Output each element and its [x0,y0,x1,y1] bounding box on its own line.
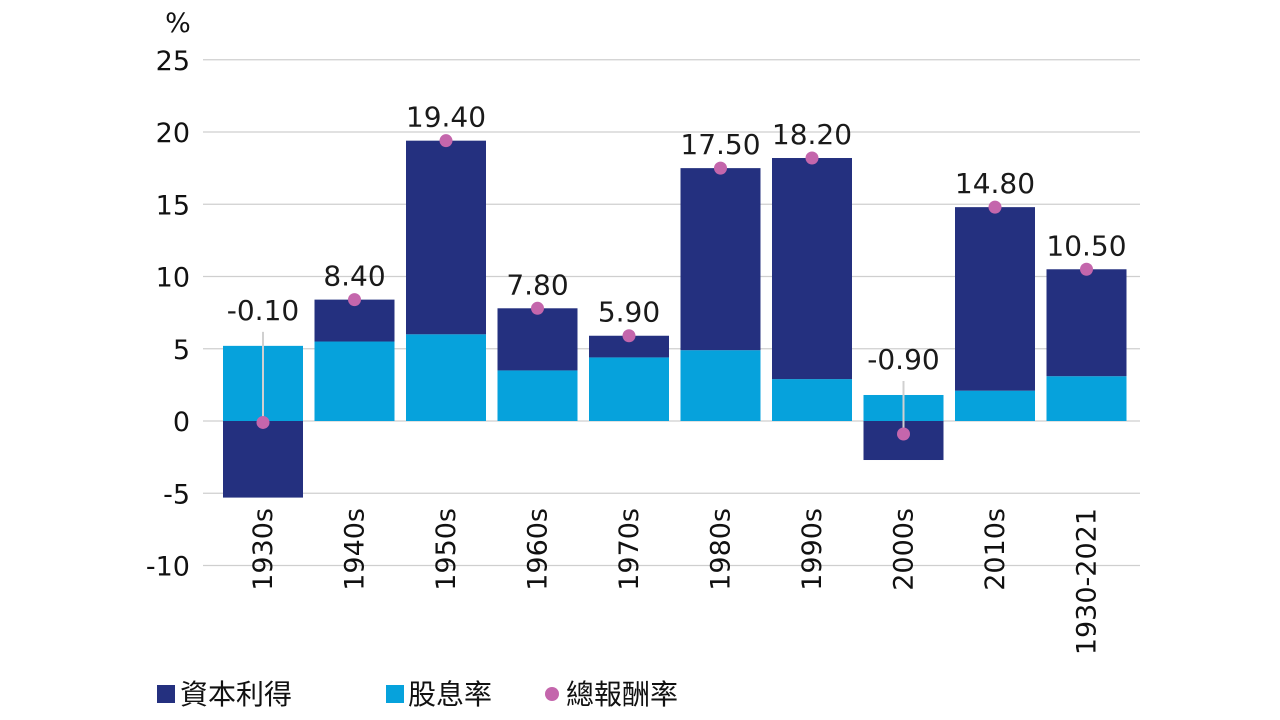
data-label: 5.90 [598,296,660,329]
x-tick-label: 1990s [797,508,828,591]
bar-dividend-yield [772,379,852,421]
bar-dividend-yield [406,334,486,421]
total-return-point [897,427,910,441]
bar-dividend-yield [1046,376,1127,421]
x-tick-label: 1970s [614,508,645,591]
data-label: 18.20 [772,118,852,151]
total-return-point [622,329,636,343]
legend-label-capital-gains: 資本利得 [180,678,292,711]
total-return-point [256,415,270,429]
y-axis-ticks: 25 20 15 10 5 0 -5 -10 [146,46,190,583]
data-label: 17.50 [680,128,760,161]
legend-swatch-dividend-yield [386,685,404,703]
bar-dividend-yield [314,341,395,421]
total-return-point [714,161,727,175]
y-tick-label: 25 [156,46,190,77]
bar-capital-gains [1046,269,1127,377]
bar-capital-gains [589,335,669,358]
data-label: 14.80 [955,167,1035,200]
data-label: 7.80 [506,268,568,301]
total-return-point [348,293,361,307]
x-tick-label: 1980s [706,508,737,591]
y-tick-label: 15 [156,190,190,221]
leader-lines [262,331,905,435]
total-return-point [1080,262,1093,276]
data-label: -0.10 [227,294,299,327]
data-label: 10.50 [1046,229,1126,262]
x-axis-labels: 1930s 1940s 1950s 1960s 1970s 1980s 1990s 2000s… [248,508,1103,655]
y-tick-label: 20 [156,118,190,149]
bar-dividend-yield [955,390,1035,421]
data-label: -0.90 [867,343,939,376]
bars [223,140,1127,498]
y-tick-label: 5 [173,335,190,366]
y-tick-label: 0 [173,407,190,438]
data-labels: -0.10 8.40 19.40 7.80 5.90 17.50 18.20 -0.90 14.… [227,101,1127,376]
total-return-point [988,200,1002,214]
bar-dividend-yield [589,357,669,421]
data-label: 8.40 [323,260,385,293]
bar-capital-gains [314,299,395,342]
bar-dividend-yield [497,370,578,421]
total-return-point [531,301,544,315]
bar-capital-gains [497,308,578,371]
x-tick-label: 1930-2021 [1072,508,1103,655]
bar-capital-gains [772,158,852,380]
y-tick-label: -5 [163,479,190,510]
x-tick-label: 1930s [248,508,279,591]
y-axis-unit-label: % [165,8,191,39]
bar-capital-gains [955,207,1035,391]
y-tick-label: -10 [146,552,190,583]
bar-capital-gains [223,421,303,498]
bar-capital-gains [406,140,486,335]
legend-label-dividend-yield: 股息率 [408,678,492,711]
data-label: 19.40 [406,101,486,134]
x-tick-label: 2010s [980,508,1011,591]
bar-dividend-yield [680,350,761,421]
legend-swatch-capital-gains [157,685,175,703]
total-return-points [256,134,1093,441]
legend-marker-total-return [545,687,559,701]
legend: 資本利得 股息率 總報酬率 [157,678,678,711]
x-tick-label: 2000s [889,508,920,591]
bar-capital-gains [680,168,761,351]
x-tick-label: 1950s [431,508,462,591]
x-tick-label: 1940s [340,508,371,591]
x-tick-label: 1960s [523,508,554,591]
total-return-point [805,151,819,165]
legend-label-total-return: 總報酬率 [566,678,678,711]
total-return-point [439,134,453,148]
y-tick-label: 10 [156,263,190,294]
